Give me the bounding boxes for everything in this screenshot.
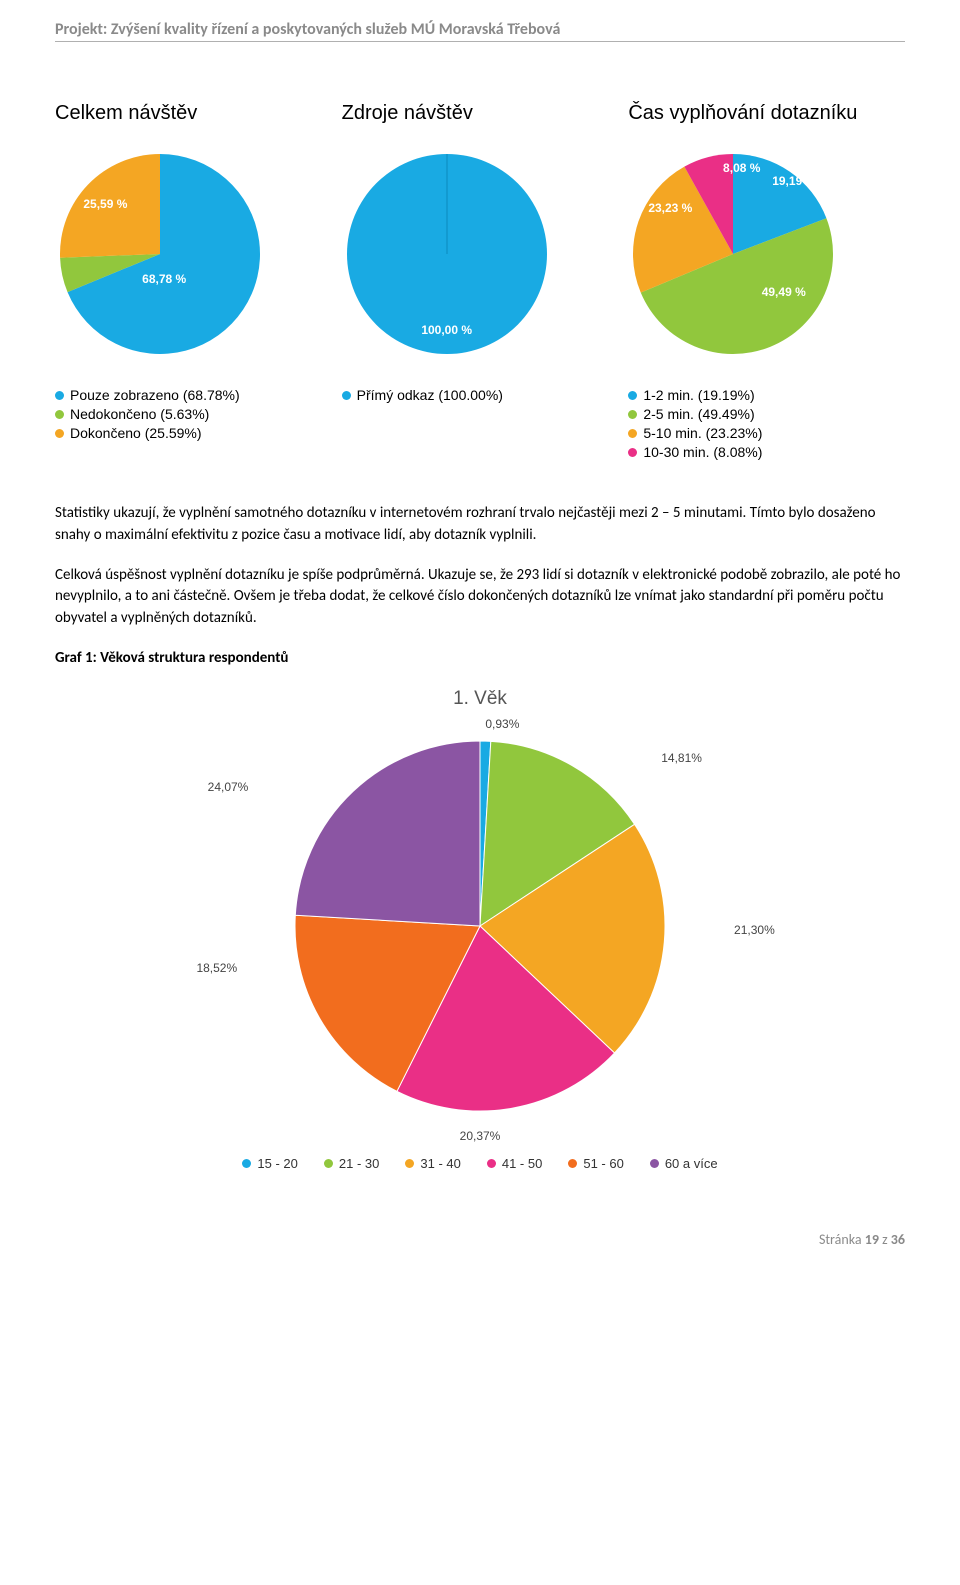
legend-item: Nedokončeno (5.63%) [55, 406, 332, 422]
legend-text: 5-10 min. (23.23%) [643, 425, 762, 441]
legend-dot-icon [405, 1159, 414, 1168]
project-header: Projekt: Zvýšení kvality řízení a poskyt… [55, 20, 905, 39]
age-slice-label: 20,37% [460, 1129, 501, 1143]
age-slice-label: 21,30% [734, 923, 775, 937]
legend-item: 10-30 min. (8.08%) [628, 444, 905, 460]
legend-item: 5-10 min. (23.23%) [628, 425, 905, 441]
footer-total: 36 [891, 1231, 905, 1248]
chart-title: Čas vyplňování dotazníku [628, 102, 905, 125]
pie-slice-label: 23,23 % [648, 201, 692, 215]
chart-legend: Pouze zobrazeno (68.78%) Nedokončeno (5.6… [55, 387, 332, 444]
legend-item: 21 - 30 [324, 1156, 379, 1171]
legend-item: 1-2 min. (19.19%) [628, 387, 905, 403]
pie-slice-label: 25,59 % [83, 197, 127, 211]
legend-dot-icon [650, 1159, 659, 1168]
chart-column: Čas vyplňování dotazníku 19,19 % 49,49 % 23… [628, 102, 905, 463]
legend-item: Přímý odkaz (100.00%) [342, 387, 619, 403]
legend-text: 41 - 50 [502, 1156, 542, 1171]
paragraph-1: Statistiky ukazují, že vyplnění samotnéh… [55, 503, 905, 547]
pie-chart: 100,00 % [342, 149, 552, 359]
legend-item: Pouze zobrazeno (68.78%) [55, 387, 332, 403]
legend-text: 21 - 30 [339, 1156, 379, 1171]
legend-dot-icon [628, 391, 637, 400]
legend-dot-icon [628, 410, 637, 419]
top-charts-row: Celkem návštěv 68,78 % 25,59 % Pouze zobraz… [55, 102, 905, 463]
legend-dot-icon [242, 1159, 251, 1168]
legend-text: 10-30 min. (8.08%) [643, 444, 762, 460]
legend-item: 51 - 60 [568, 1156, 623, 1171]
legend-text: Přímý odkaz (100.00%) [357, 387, 503, 403]
legend-dot-icon [55, 429, 64, 438]
pie-slice-label: 100,00 % [421, 323, 472, 337]
pie-chart: 19,19 % 49,49 % 23,23 % 8,08 % [628, 149, 838, 359]
age-chart-block: 1. Věk 0,93% 14,81% 21,30% 20,37% 18,52% 24,0… [55, 688, 905, 1171]
legend-item: Dokončeno (25.59%) [55, 425, 332, 441]
age-chart-wrap: 0,93%14,81%21,30%20,37%18,52%24,07% [200, 716, 760, 1136]
legend-dot-icon [628, 448, 637, 457]
legend-dot-icon [628, 429, 637, 438]
page-footer: Stránka 19 z 36 [55, 1231, 905, 1248]
legend-dot-icon [324, 1159, 333, 1168]
legend-dot-icon [568, 1159, 577, 1168]
legend-item: 2-5 min. (49.49%) [628, 406, 905, 422]
legend-text: Nedokončeno (5.63%) [70, 406, 209, 422]
legend-item: 31 - 40 [405, 1156, 460, 1171]
legend-text: 1-2 min. (19.19%) [643, 387, 754, 403]
page: Projekt: Zvýšení kvality řízení a poskyt… [0, 0, 960, 1278]
chart-legend: 1-2 min. (19.19%) 2-5 min. (49.49%) 5-10 m… [628, 387, 905, 463]
paragraph-2: Celková úspěšnost vyplnění dotazníku je … [55, 565, 905, 630]
age-chart-legend: 15 - 20 21 - 30 31 - 40 41 - 50 51 - 60 60 a … [55, 1156, 905, 1171]
legend-text: Dokončeno (25.59%) [70, 425, 202, 441]
footer-sep: z [879, 1231, 891, 1248]
pie-chart: 68,78 % 25,59 % [55, 149, 265, 359]
legend-text: 2-5 min. (49.49%) [643, 406, 754, 422]
legend-text: 60 a více [665, 1156, 718, 1171]
pie-slice-label: 68,78 % [142, 272, 186, 286]
age-slice-label: 0,93% [485, 717, 519, 731]
chart-column: Celkem návštěv 68,78 % 25,59 % Pouze zobraz… [55, 102, 332, 463]
age-slice-label: 18,52% [196, 961, 237, 975]
age-pie-svg [200, 716, 760, 1136]
legend-item: 41 - 50 [487, 1156, 542, 1171]
legend-dot-icon [55, 410, 64, 419]
age-slice-label: 24,07% [208, 780, 249, 794]
legend-item: 60 a více [650, 1156, 718, 1171]
footer-prefix: Stránka [819, 1231, 865, 1248]
legend-text: 51 - 60 [583, 1156, 623, 1171]
graf-1-heading: Graf 1: Věková struktura respondentů [55, 648, 905, 670]
pie-slice-label: 19,19 % [772, 174, 816, 188]
legend-text: Pouze zobrazeno (68.78%) [70, 387, 240, 403]
pie-slice-label: 49,49 % [762, 285, 806, 299]
age-slice-label: 14,81% [661, 751, 702, 765]
legend-item: 15 - 20 [242, 1156, 297, 1171]
footer-page: 19 [865, 1231, 879, 1248]
chart-title: Celkem návštěv [55, 102, 332, 125]
chart-legend: Přímý odkaz (100.00%) [342, 387, 619, 406]
chart-title: Zdroje návštěv [342, 102, 619, 125]
age-chart-title: 1. Věk [55, 688, 905, 710]
legend-dot-icon [342, 391, 351, 400]
pie-slice-label: 8,08 % [723, 161, 760, 175]
legend-dot-icon [55, 391, 64, 400]
legend-text: 31 - 40 [420, 1156, 460, 1171]
header-divider [55, 41, 905, 42]
legend-dot-icon [487, 1159, 496, 1168]
chart-column: Zdroje návštěv 100,00 % Přímý odkaz (100.0… [342, 102, 619, 463]
body-text: Statistiky ukazují, že vyplnění samotnéh… [55, 503, 905, 670]
legend-text: 15 - 20 [257, 1156, 297, 1171]
